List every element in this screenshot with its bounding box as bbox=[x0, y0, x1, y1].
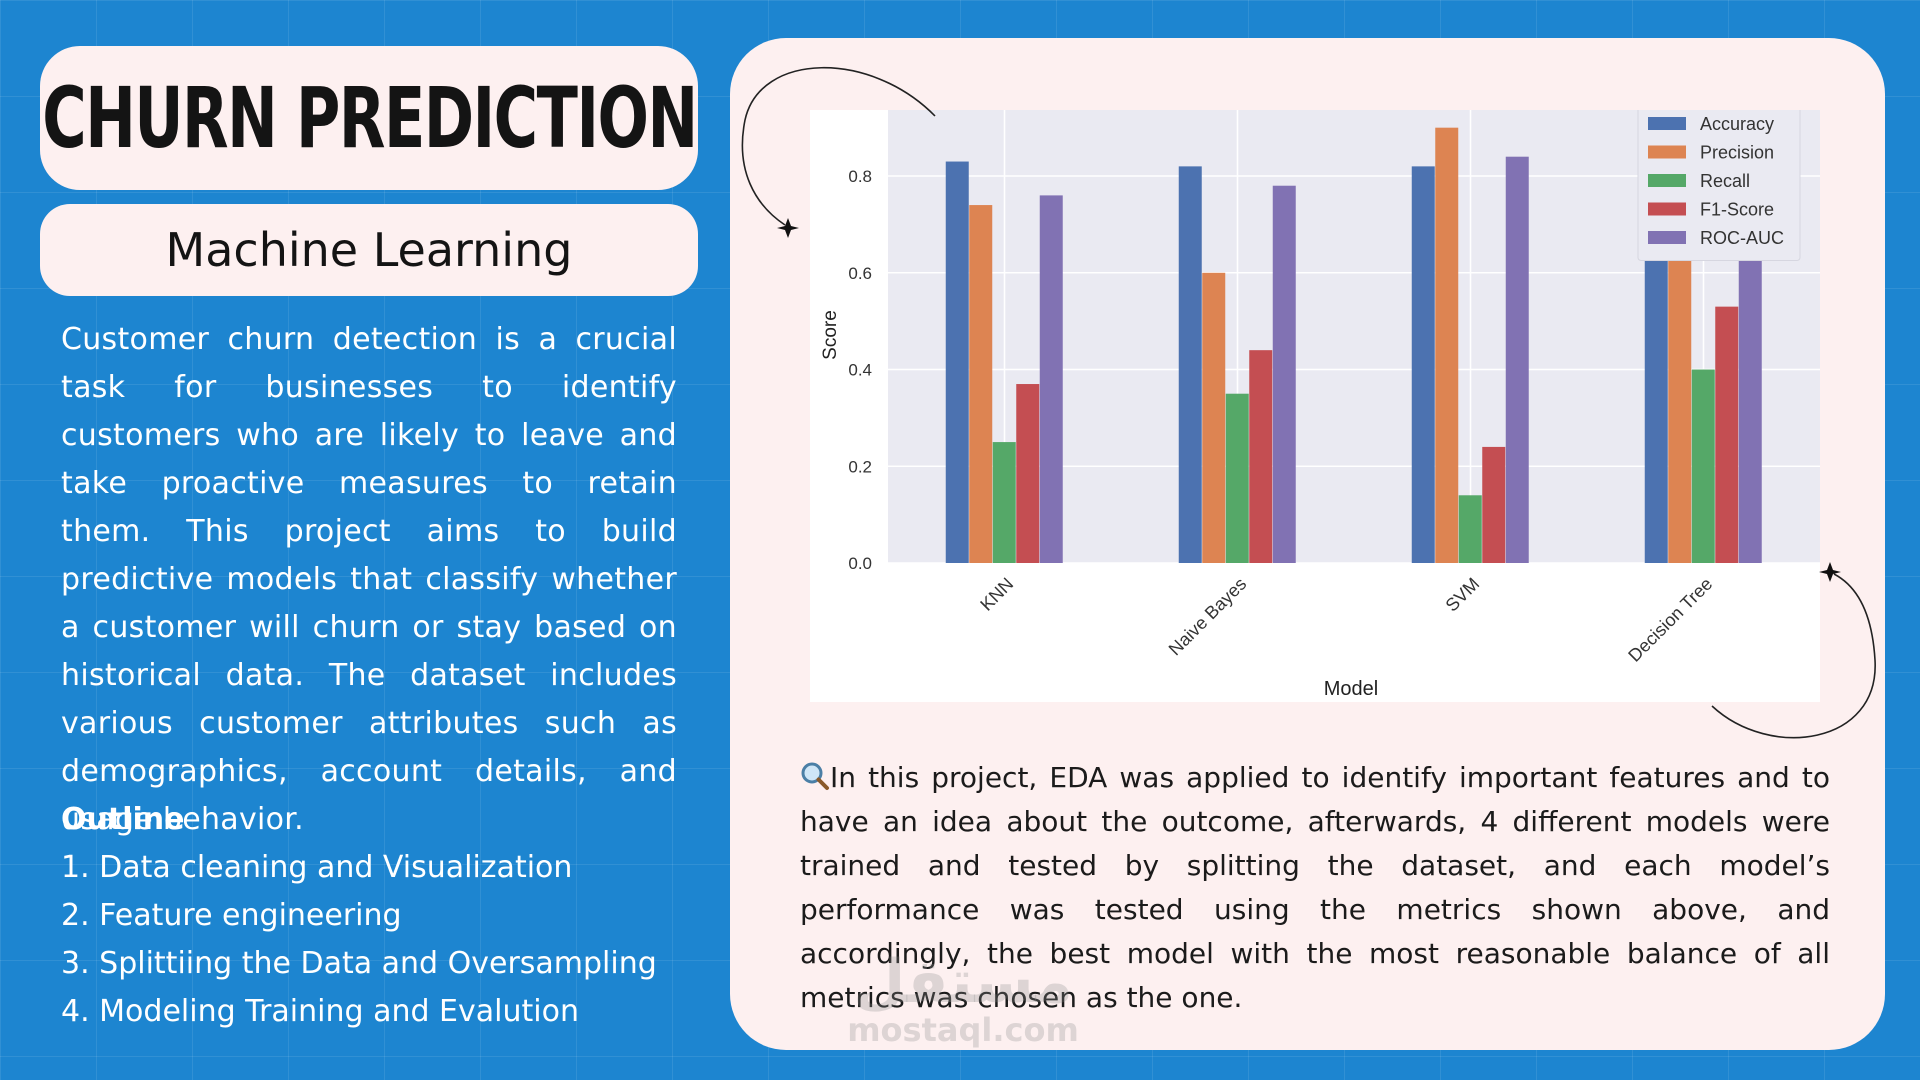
bar-accuracy bbox=[1178, 166, 1202, 563]
magnifier-icon bbox=[801, 762, 829, 790]
bar-recall bbox=[992, 442, 1016, 563]
y-axis-label: Score bbox=[820, 310, 841, 360]
bar-precision bbox=[1668, 209, 1692, 564]
x-tick-label: Decision Tree bbox=[1624, 574, 1716, 666]
legend-label: Recall bbox=[1700, 171, 1750, 191]
legend-swatch bbox=[1648, 117, 1686, 130]
outline-item: 1. Data cleaning and Visualization bbox=[61, 850, 573, 885]
outline-item: 2. Feature engineering bbox=[61, 898, 402, 933]
legend-swatch bbox=[1648, 202, 1686, 216]
legend-label: Accuracy bbox=[1700, 114, 1774, 134]
outline-heading: Outline bbox=[61, 802, 185, 837]
bar-recall bbox=[1691, 369, 1715, 563]
bar-recall bbox=[1458, 495, 1482, 563]
y-tick-label: 0.8 bbox=[848, 167, 872, 186]
bar-accuracy bbox=[1644, 176, 1668, 563]
page-subtitle: Machine Learning bbox=[165, 223, 573, 277]
y-tick-label: 0.4 bbox=[848, 361, 872, 380]
bar-chart: 0.0 0.2 0.4 0.6 0.8 KNN Naive Bayes SVM Decision… bbox=[820, 110, 1820, 700]
bar-precision bbox=[1435, 127, 1459, 563]
summary-paragraph: In this project, EDA was applied to iden… bbox=[800, 756, 1830, 1020]
y-tick-label: 0.2 bbox=[848, 457, 872, 476]
bar-roc-auc bbox=[1738, 214, 1762, 563]
watermark: مستقل mostaql.com bbox=[843, 952, 1083, 1048]
bar-f1-score bbox=[1016, 384, 1040, 563]
subtitle-card: Machine Learning bbox=[40, 204, 698, 296]
bar-f1-score bbox=[1482, 446, 1506, 563]
x-tick-label: Naive Bayes bbox=[1165, 574, 1251, 660]
bar-accuracy bbox=[945, 161, 969, 564]
bar-precision bbox=[969, 205, 993, 563]
bar-precision bbox=[1202, 272, 1226, 563]
x-tick-label: SVM bbox=[1442, 574, 1484, 616]
watermark-latin: mostaql.com bbox=[847, 1011, 1079, 1049]
legend-swatch bbox=[1648, 231, 1686, 244]
bar-recall bbox=[1225, 393, 1249, 563]
outline-list: 1. Data cleaning and Visualization 2. Fe… bbox=[61, 844, 657, 1036]
legend-label: Precision bbox=[1700, 143, 1774, 163]
bar-roc-auc bbox=[1272, 185, 1296, 563]
outline-item: 3. Splittiing the Data and Oversampling bbox=[61, 946, 657, 981]
page-title: CHURN PREDICTION bbox=[41, 69, 698, 167]
project-description: Customer churn detection is a crucial ta… bbox=[61, 322, 677, 837]
y-tick-label: 0.0 bbox=[848, 554, 872, 573]
outline-item: 4. Modeling Training and Evalution bbox=[61, 994, 579, 1029]
bar-roc-auc bbox=[1505, 156, 1529, 563]
x-tick-label: KNN bbox=[976, 574, 1017, 615]
model-comparison-chart: 0.0 0.2 0.4 0.6 0.8 KNN Naive Bayes SVM Decision… bbox=[810, 110, 1820, 702]
y-tick-label: 0.6 bbox=[848, 264, 872, 283]
legend-label: F1-Score bbox=[1700, 200, 1774, 220]
watermark-arabic: مستقل bbox=[853, 947, 1073, 1017]
bar-f1-score bbox=[1249, 350, 1273, 563]
bar-accuracy bbox=[1411, 166, 1435, 563]
bar-roc-auc bbox=[1039, 195, 1063, 563]
legend-label: ROC-AUC bbox=[1700, 228, 1784, 248]
summary-text: In this project, EDA was applied to iden… bbox=[800, 761, 1830, 1014]
legend-swatch bbox=[1648, 174, 1686, 187]
x-axis-label: Model bbox=[1324, 678, 1378, 700]
title-card: CHURN PREDICTION bbox=[40, 46, 698, 190]
bar-f1-score bbox=[1715, 306, 1739, 563]
legend-swatch bbox=[1648, 145, 1686, 159]
